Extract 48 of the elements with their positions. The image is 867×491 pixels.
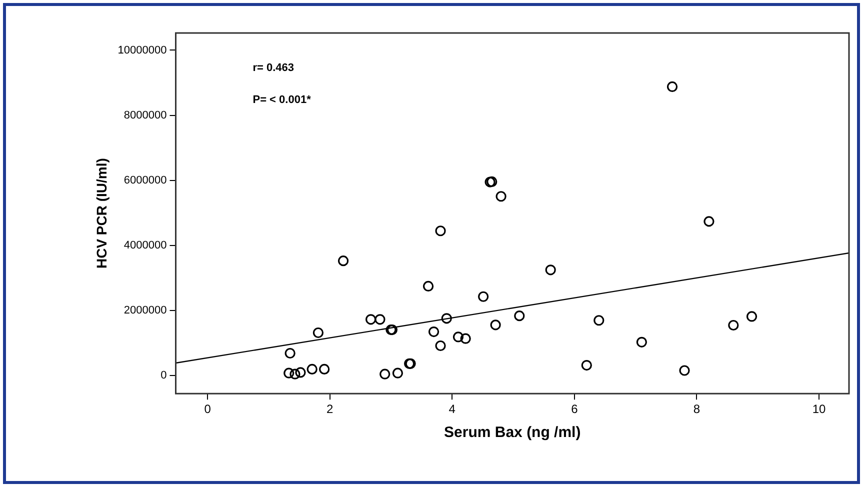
x-tick-label: 10 <box>812 402 826 416</box>
point <box>284 348 296 359</box>
point <box>319 364 330 374</box>
point <box>490 320 501 330</box>
point <box>545 264 556 276</box>
point <box>312 327 324 338</box>
point <box>435 340 446 352</box>
y-tick-label: 4000000 <box>124 240 167 252</box>
point <box>594 315 604 326</box>
point <box>666 81 678 92</box>
y-tick-label: 0 <box>160 370 167 382</box>
point <box>679 365 690 376</box>
y-tick-label: 2000000 <box>124 304 167 317</box>
point <box>581 360 592 371</box>
point <box>496 191 506 202</box>
point <box>746 311 758 322</box>
y-tick-label: 8000000 <box>124 109 167 122</box>
point <box>478 291 489 302</box>
point <box>374 314 386 325</box>
x-tick-label: 2 <box>326 402 334 416</box>
x-tick-label: 4 <box>448 402 456 416</box>
point <box>452 332 464 342</box>
point <box>460 333 471 344</box>
y-axis-title: HCV PCR (IU/ml) <box>93 158 110 269</box>
point <box>380 368 390 380</box>
point <box>704 216 714 227</box>
point <box>428 326 440 338</box>
y-tick-label: 10000000 <box>118 44 167 56</box>
x-tick-label: 6 <box>571 402 578 416</box>
point <box>284 368 294 378</box>
x-tick-label: 0 <box>204 402 212 416</box>
point <box>338 256 349 266</box>
annotation: P= < 0.001* <box>252 94 312 106</box>
x-tick-label: 8 <box>693 402 700 416</box>
point <box>636 336 648 348</box>
annotation: r= 0.463 <box>252 62 294 74</box>
point <box>422 280 434 292</box>
point <box>306 364 318 374</box>
y-tick-label: 6000000 <box>124 174 167 186</box>
point <box>435 226 446 236</box>
point <box>295 367 306 378</box>
point <box>728 320 739 331</box>
point <box>366 314 376 325</box>
point <box>514 310 525 322</box>
point <box>290 368 300 380</box>
point <box>392 368 404 378</box>
x-axis-title: Serum Bax (ng /ml) <box>444 424 581 442</box>
point <box>441 313 452 324</box>
